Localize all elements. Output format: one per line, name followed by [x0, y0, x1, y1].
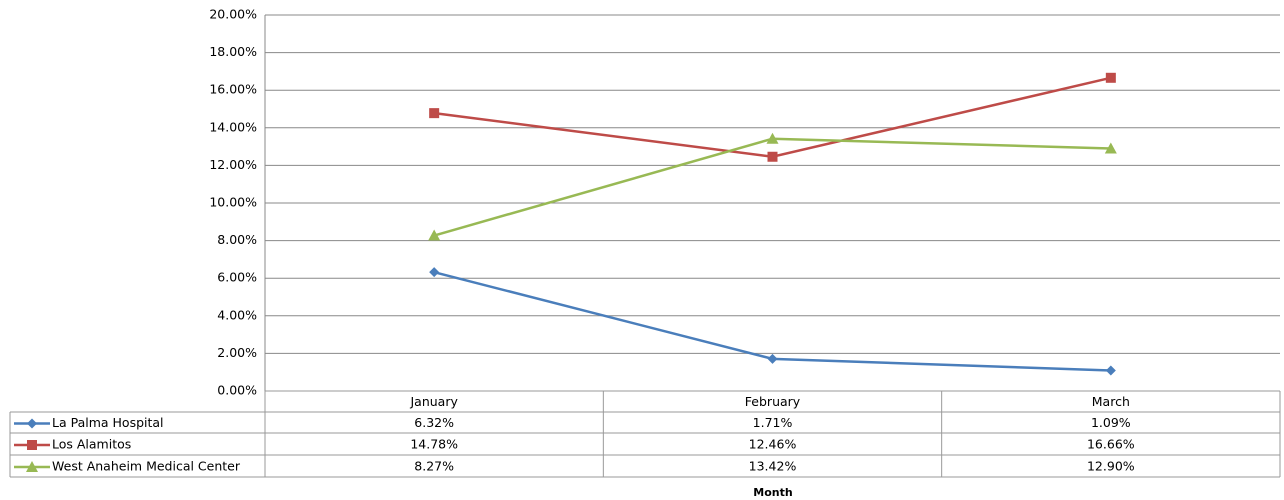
table-value: 1.71% [753, 415, 793, 430]
marker [767, 353, 778, 364]
marker [428, 229, 441, 241]
table-value: 6.32% [414, 415, 454, 430]
legend-marker [27, 418, 37, 429]
marker [766, 132, 779, 144]
table-value: 1.09% [1091, 415, 1131, 430]
y-tick-label: 4.00% [217, 307, 257, 322]
x-tick-label: March [1092, 394, 1130, 409]
y-tick-label: 12.00% [209, 157, 257, 172]
y-tick-label: 8.00% [217, 232, 257, 247]
marker [1104, 142, 1117, 154]
y-tick-label: 18.00% [209, 44, 257, 59]
table-value: 12.90% [1087, 459, 1135, 474]
table-value: 16.66% [1087, 437, 1135, 452]
marker [767, 151, 778, 162]
y-tick-label: 16.00% [209, 82, 257, 97]
table-value: 8.27% [414, 459, 454, 474]
marker [429, 267, 440, 278]
table-value: 13.42% [749, 459, 797, 474]
y-tick-label: 10.00% [209, 195, 257, 210]
legend-label: Los Alamitos [52, 437, 131, 452]
legend-marker [26, 461, 38, 472]
table-value: 14.78% [410, 437, 458, 452]
x-tick-label: January [409, 394, 458, 409]
x-axis-label: Month [753, 486, 792, 499]
marker [1105, 365, 1116, 376]
marker [429, 108, 440, 119]
legend-label: West Anaheim Medical Center [52, 459, 241, 474]
x-tick-label: February [745, 394, 801, 409]
y-tick-label: 2.00% [217, 345, 257, 360]
y-tick-label: 14.00% [209, 119, 257, 134]
table-value: 12.46% [749, 437, 797, 452]
legend-marker [27, 440, 37, 450]
marker [1105, 72, 1116, 83]
y-tick-label: 20.00% [209, 7, 257, 22]
legend-label: La Palma Hospital [52, 415, 164, 430]
y-tick-label: 6.00% [217, 270, 257, 285]
y-tick-label: 0.00% [217, 383, 257, 398]
